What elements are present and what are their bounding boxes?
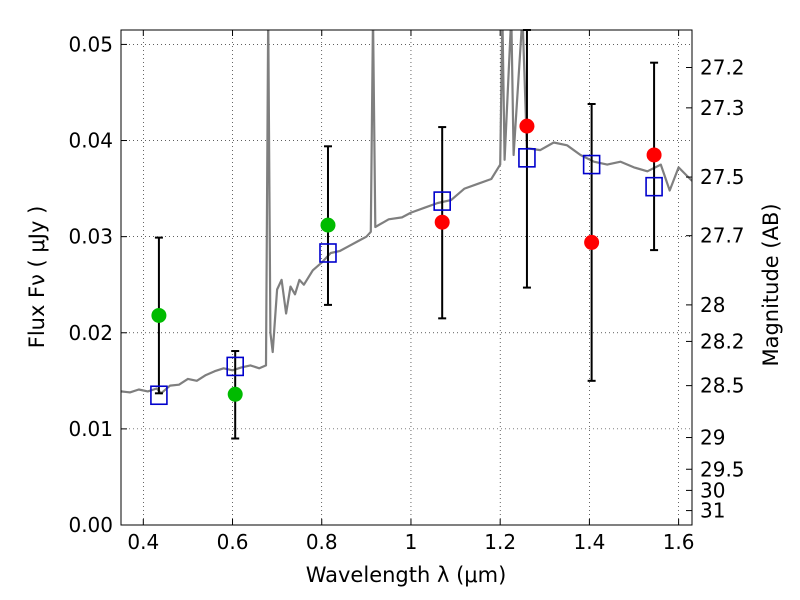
x-tick-label: 1.4 (573, 530, 605, 554)
y-tick-label: 0.04 (68, 129, 113, 153)
right-tick-label: 27.2 (700, 55, 745, 79)
x-tick-label: 0.6 (217, 530, 249, 554)
observed_optical-marker (320, 217, 336, 233)
plot-frame (120, 29, 693, 526)
y-tick-label: 0.03 (68, 225, 113, 249)
right-tick-label: 30 (700, 478, 725, 502)
right-tick-label: 27.7 (700, 224, 745, 248)
right-tick-label: 31 (700, 499, 725, 523)
observed_nir-marker (434, 214, 450, 230)
data-markers (150, 118, 663, 406)
right-tick-label: 28 (700, 293, 725, 317)
right-tick-label: 28.5 (700, 374, 745, 398)
model_photometry-marker (518, 148, 536, 168)
observed_optical-marker (227, 386, 243, 402)
model_photometry-marker (150, 385, 168, 406)
model_photometry-marker (319, 243, 337, 263)
model_photometry-marker (582, 154, 601, 175)
model-spectrum (121, 30, 692, 395)
x-tick-label: 1.2 (484, 530, 516, 554)
axis-ticks: 0.4 0.6 0.8 1 1.2 1.4 1.6 0.00 0.01 0.02 0.03 0.04 0… (68, 30, 745, 554)
y-tick-label: 0.01 (68, 417, 113, 441)
right-tick-label: 27.5 (700, 165, 745, 189)
right-axis-label: Magnitude (AB) (759, 203, 783, 366)
x-tick-label: 0.8 (306, 530, 338, 554)
model_photometry-marker (645, 176, 663, 197)
plot-background (121, 30, 692, 525)
observed_nir-marker (584, 234, 600, 250)
right-tick-label: 27.3 (700, 96, 745, 120)
grid-lines (121, 30, 692, 526)
model_photometry-marker (433, 191, 451, 211)
y-tick-label: 0.05 (68, 32, 113, 56)
y-tick-label: 0.02 (68, 321, 113, 345)
observed_optical-marker (151, 307, 167, 323)
right-tick-label: 29.5 (700, 457, 745, 481)
observed_nir-marker (646, 147, 662, 163)
x-tick-label: 0.4 (127, 530, 159, 554)
x-axis-label: Wavelength λ (μm) (306, 563, 507, 587)
model_photometry-marker (226, 356, 244, 377)
observed_nir-marker (519, 118, 535, 134)
y-axis-label: Flux Fν ( μJy ) (25, 206, 49, 349)
right-tick-label: 28.2 (700, 329, 745, 353)
x-tick-label: 1 (405, 530, 418, 554)
right-tick-label: 29 (700, 426, 725, 450)
y-tick-label: 0.00 (68, 513, 113, 537)
x-tick-label: 1.6 (663, 530, 695, 554)
spectrum-line (121, 30, 692, 395)
